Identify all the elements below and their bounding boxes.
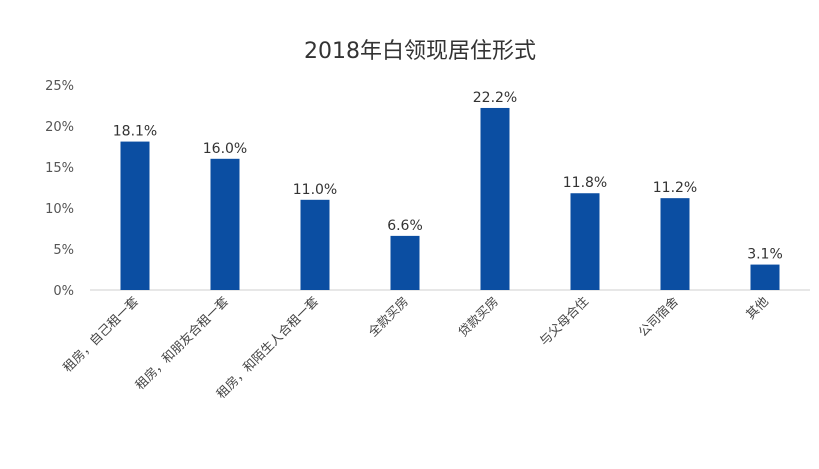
category-label: 租房，自己租一套	[60, 293, 142, 375]
y-tick-label: 15%	[45, 161, 74, 176]
y-tick-label: 10%	[45, 202, 74, 217]
y-tick-label: 5%	[53, 243, 74, 258]
data-label: 11.0%	[293, 182, 337, 198]
category-label: 与父母合住	[536, 293, 591, 348]
data-label: 18.1%	[113, 124, 157, 140]
category-label: 租房，和朋友合租一套	[132, 293, 231, 392]
data-label: 3.1%	[747, 247, 783, 263]
data-label: 11.2%	[653, 180, 697, 196]
data-label: 6.6%	[387, 218, 423, 234]
bar	[660, 198, 690, 290]
y-axis-ticks: 0% 5% 10% 15% 20% 25%	[45, 79, 74, 299]
chart-title: 2018年白领现居住形式	[304, 39, 536, 64]
y-tick-label: 25%	[45, 79, 74, 94]
y-tick-label: 0%	[53, 284, 74, 299]
category-label: 全款买房	[365, 294, 411, 340]
y-tick-label: 20%	[45, 120, 74, 135]
category-label: 租房，和陌生人合租一套	[213, 293, 321, 401]
bar	[300, 199, 330, 290]
data-label: 22.2%	[473, 90, 517, 106]
category-label: 贷款买房	[455, 294, 501, 340]
category-label: 公司宿舍	[635, 293, 681, 339]
bar	[480, 107, 510, 291]
data-label: 16.0%	[203, 141, 247, 157]
bar	[210, 158, 240, 290]
bar	[390, 235, 420, 290]
data-labels: 18.1% 16.0% 11.0% 6.6% 22.2% 11.8% 11.2% 3.1%	[113, 90, 783, 263]
bar	[120, 141, 150, 290]
category-label: 其他	[743, 293, 772, 322]
data-label: 11.8%	[563, 175, 607, 191]
bars	[120, 107, 780, 291]
bar	[750, 264, 780, 290]
bar	[570, 193, 600, 290]
